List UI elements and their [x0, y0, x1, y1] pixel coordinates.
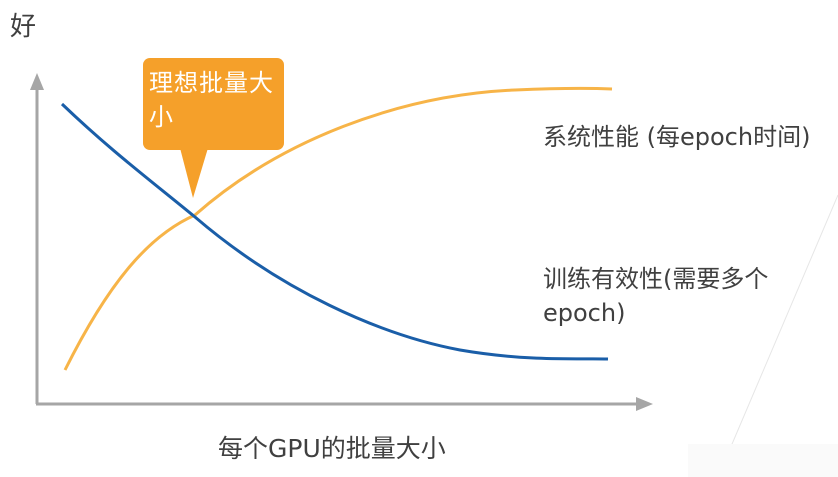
system-performance-curve: [63, 86, 613, 371]
callout-pointer: [180, 148, 208, 198]
y-axis-arrow-icon: [30, 73, 44, 90]
callout-text: 理想批量大小: [149, 69, 274, 131]
system-performance-label: 系统性能 (每epoch时间): [543, 123, 811, 151]
training-efficiency-curve: [60, 102, 609, 361]
corner-shade: [688, 444, 838, 477]
y-axis-label: 好: [10, 12, 37, 42]
decorative-diagonal-line: [717, 194, 838, 477]
training-efficiency-label: 训练有效性(需要多个epoch): [543, 265, 769, 327]
x-axis-arrow-icon: [636, 397, 653, 411]
ideal-batch-size-callout: 理想批量大小: [143, 58, 284, 150]
x-axis-label: 每个GPU的批量大小: [218, 434, 446, 463]
